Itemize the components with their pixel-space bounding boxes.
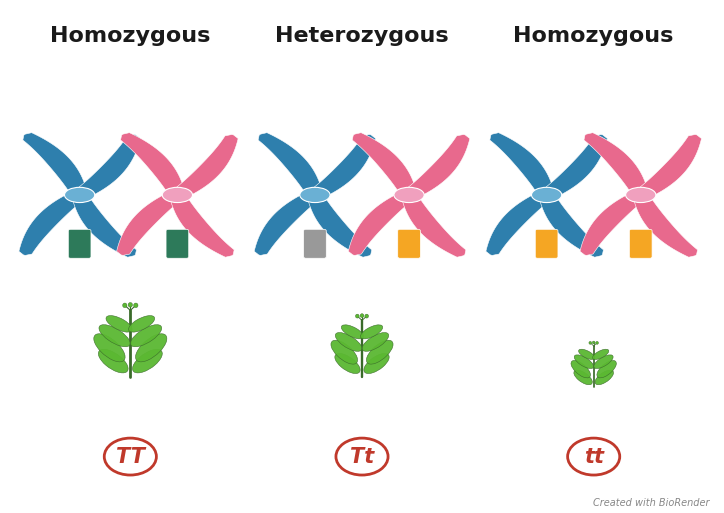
Ellipse shape (595, 370, 613, 385)
Ellipse shape (130, 325, 161, 347)
Ellipse shape (99, 325, 130, 347)
Polygon shape (406, 134, 470, 198)
Polygon shape (312, 134, 376, 198)
Polygon shape (23, 133, 87, 195)
Ellipse shape (128, 303, 132, 307)
Ellipse shape (300, 187, 330, 203)
Ellipse shape (362, 332, 389, 351)
Polygon shape (258, 133, 322, 195)
Polygon shape (490, 133, 554, 195)
Polygon shape (308, 194, 371, 257)
Ellipse shape (596, 342, 599, 344)
Ellipse shape (592, 349, 609, 360)
Polygon shape (584, 133, 648, 195)
Ellipse shape (589, 342, 592, 344)
Ellipse shape (162, 187, 193, 203)
Ellipse shape (531, 187, 562, 203)
Ellipse shape (129, 315, 155, 332)
FancyBboxPatch shape (535, 229, 558, 258)
Polygon shape (72, 194, 136, 257)
Ellipse shape (578, 349, 595, 360)
Text: Homozygous: Homozygous (513, 26, 674, 46)
Polygon shape (580, 192, 644, 255)
Ellipse shape (361, 325, 383, 339)
Polygon shape (174, 134, 238, 198)
Polygon shape (539, 194, 603, 257)
Ellipse shape (365, 314, 369, 318)
Polygon shape (544, 134, 607, 198)
Ellipse shape (134, 303, 138, 308)
Ellipse shape (64, 187, 95, 203)
FancyBboxPatch shape (303, 229, 327, 258)
Text: tt: tt (584, 447, 604, 466)
Ellipse shape (341, 325, 363, 339)
Ellipse shape (106, 315, 132, 332)
Ellipse shape (360, 313, 364, 318)
Circle shape (104, 438, 156, 475)
Ellipse shape (98, 349, 128, 373)
Polygon shape (353, 133, 416, 195)
Polygon shape (117, 192, 180, 255)
Ellipse shape (94, 334, 125, 362)
Polygon shape (348, 192, 412, 255)
Circle shape (568, 438, 620, 475)
FancyBboxPatch shape (629, 229, 652, 258)
Ellipse shape (574, 370, 592, 385)
Ellipse shape (366, 340, 393, 364)
Polygon shape (19, 192, 83, 255)
Ellipse shape (571, 361, 591, 378)
Ellipse shape (626, 187, 656, 203)
Text: Homozygous: Homozygous (50, 26, 211, 46)
Polygon shape (402, 194, 466, 257)
FancyBboxPatch shape (166, 229, 189, 258)
Polygon shape (77, 134, 140, 198)
Circle shape (336, 438, 388, 475)
Text: Tt: Tt (350, 447, 374, 466)
Ellipse shape (334, 353, 360, 373)
Ellipse shape (132, 349, 162, 373)
Polygon shape (638, 134, 702, 198)
FancyBboxPatch shape (68, 229, 91, 258)
Polygon shape (254, 192, 318, 255)
Text: Heterozygous: Heterozygous (275, 26, 449, 46)
Ellipse shape (597, 361, 616, 378)
Ellipse shape (574, 355, 594, 368)
Ellipse shape (355, 314, 359, 318)
Ellipse shape (594, 355, 613, 368)
Ellipse shape (592, 341, 595, 344)
Polygon shape (486, 192, 550, 255)
Ellipse shape (394, 187, 424, 203)
Ellipse shape (122, 303, 127, 308)
Text: TT: TT (116, 447, 145, 466)
Ellipse shape (135, 334, 167, 362)
Polygon shape (121, 133, 185, 195)
Ellipse shape (364, 353, 390, 373)
Ellipse shape (335, 332, 362, 351)
Text: Created with BioRender: Created with BioRender (593, 498, 710, 508)
Polygon shape (170, 194, 234, 257)
Polygon shape (634, 194, 697, 257)
FancyBboxPatch shape (397, 229, 421, 258)
Ellipse shape (331, 340, 358, 364)
